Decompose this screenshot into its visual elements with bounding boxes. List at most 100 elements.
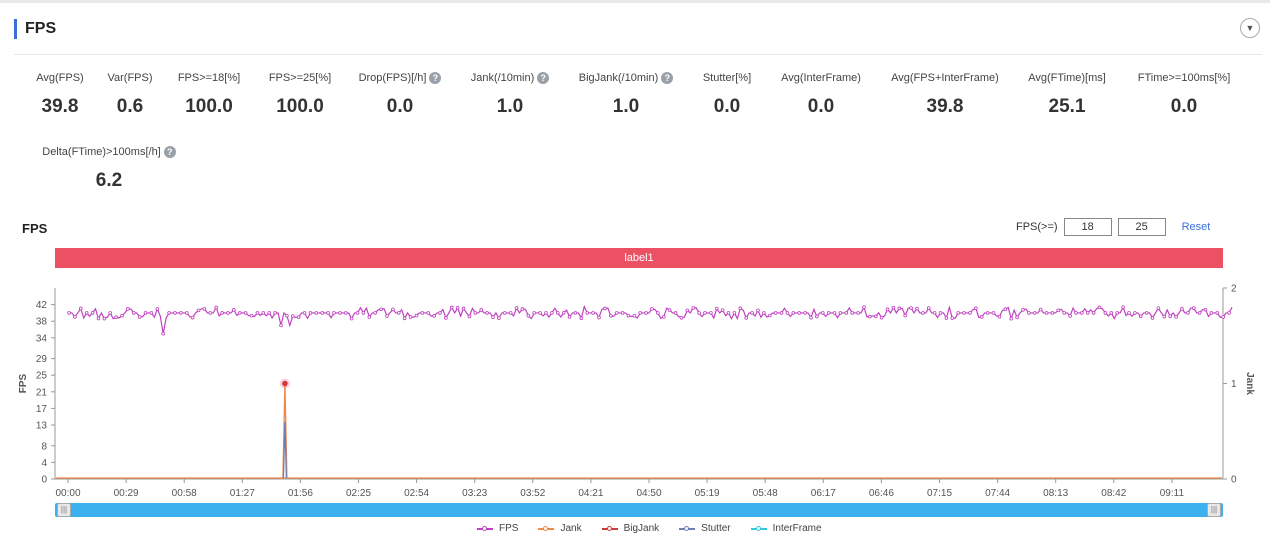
fps-point [1191, 306, 1196, 310]
fps-point [502, 311, 507, 315]
fps-point [826, 311, 831, 315]
fps-point [750, 311, 754, 315]
chart-legend: FPS Jank BigJank Stutter InterFrame [477, 523, 842, 534]
fps-point [137, 315, 142, 319]
metric-2: FPS>=18[%] 100.0 [129, 72, 289, 118]
metric-label-text: Stutter[%] [702, 72, 752, 84]
metric-value: 25.1 [1048, 96, 1086, 117]
legend-label: Stutter [701, 523, 731, 534]
metric-label: Avg(FPS+InterFrame) [865, 72, 1025, 84]
slider-handle-right[interactable]: ||| [1207, 503, 1221, 517]
legend-item[interactable]: InterFrame [750, 523, 822, 534]
fps-point [355, 311, 360, 315]
fps-point [508, 311, 513, 315]
fps-point [1021, 308, 1025, 312]
fps-point [1062, 311, 1066, 315]
fps-point [420, 311, 425, 315]
fps-point [320, 311, 325, 315]
fps-point [73, 315, 77, 319]
fps-point [932, 311, 937, 315]
fps-point [732, 311, 737, 315]
fps-point [308, 311, 313, 315]
fps-threshold-label: FPS(>=) [1016, 221, 1058, 233]
fps-point [1127, 311, 1131, 315]
metric-label: FPS>=18[%] [129, 72, 289, 84]
metric-label: Var(FPS) [50, 72, 210, 84]
fps-point [255, 311, 260, 315]
fps-point [514, 306, 519, 310]
fps-point [243, 311, 248, 315]
fps-point [544, 311, 548, 315]
y-tick-label-left: 29 [36, 354, 48, 365]
slider-handle-left[interactable]: ||| [57, 503, 71, 517]
metric-7: Stutter[%] 0.0 [647, 72, 807, 118]
fps-point [803, 311, 807, 315]
help-icon[interactable]: ? [537, 72, 550, 84]
chevron-down-icon[interactable]: ▼ [1240, 18, 1260, 38]
time-range-slider[interactable]: ||| ||| [55, 503, 1223, 517]
help-icon[interactable]: ? [429, 72, 442, 84]
x-tick-label: 09:11 [1160, 488, 1185, 499]
help-icon[interactable]: ? [661, 72, 674, 84]
fps-point [149, 311, 154, 315]
legend-item[interactable]: FPS [477, 523, 518, 534]
y-tick-label-left: 17 [36, 404, 48, 415]
fps-point [131, 311, 136, 315]
fps-chart[interactable]: 0 4 8 13 17 21 25 29 34 38 42 0 1 2 00:00 00:29 00:58 01:… [0, 278, 1270, 500]
metric-label: Stutter[%] [647, 72, 807, 84]
fps-point [714, 306, 719, 311]
metric-value: 0.0 [386, 96, 414, 117]
y-tick-label-left: 21 [36, 387, 48, 398]
fps-threshold-high-input[interactable] [1117, 218, 1166, 236]
fps-point [414, 313, 419, 318]
x-tick-label: 03:23 [462, 488, 487, 499]
fps-point [449, 305, 454, 310]
fps-point [956, 311, 960, 315]
fps-point [1144, 311, 1149, 315]
fps-point [1197, 311, 1202, 315]
legend-item[interactable]: Stutter [679, 523, 731, 534]
fps-point [1032, 311, 1037, 315]
fps-point [1015, 315, 1019, 320]
fps-point [661, 314, 666, 319]
label-bar[interactable]: label1 [55, 248, 1223, 268]
legend-item[interactable]: Jank [538, 523, 582, 534]
fps-point [432, 314, 436, 318]
legend-swatch [679, 525, 696, 531]
fps-point [438, 311, 442, 315]
header-divider [14, 54, 1262, 55]
fps-point [638, 311, 643, 315]
fps-point [650, 307, 654, 311]
fps-point [338, 311, 342, 315]
fps-point [90, 311, 95, 315]
reset-button[interactable]: Reset [1181, 221, 1211, 233]
y-tick-label-left: 8 [41, 441, 47, 452]
fps-point [550, 311, 554, 315]
legend-swatch [750, 525, 767, 531]
y-tick-label-right: 2 [1231, 284, 1237, 295]
metric-10: Avg(FTime)[ms] 25.1 [987, 72, 1147, 118]
metric-label: Avg(FTime)[ms] [987, 72, 1147, 84]
fps-point [1003, 307, 1008, 312]
fps-point [797, 311, 801, 315]
metric-label: Avg(InterFrame) [741, 72, 901, 84]
legend-item[interactable]: BigJank [601, 523, 659, 534]
x-tick-label: 00:58 [172, 488, 197, 499]
fps-point [108, 311, 113, 315]
fps-point [915, 306, 919, 311]
metric-label-text: FTime>=100ms[%] [1137, 72, 1231, 84]
fps-point [391, 307, 395, 312]
help-icon[interactable]: ? [163, 146, 176, 158]
fps-point [332, 311, 336, 315]
fps-point [120, 313, 124, 318]
fps-point [767, 313, 772, 318]
fps-point [1056, 308, 1061, 313]
fps-threshold-low-input[interactable] [1063, 218, 1112, 236]
fps-point [921, 311, 925, 315]
metric-label: Drop(FPS)[/h]? [320, 72, 480, 84]
fps-point [491, 315, 495, 320]
fps-point [167, 311, 171, 315]
y-axis-title-left: FPS [18, 373, 29, 393]
metric-label-text: Avg(FPS) [36, 72, 84, 84]
fps-point [779, 311, 784, 315]
